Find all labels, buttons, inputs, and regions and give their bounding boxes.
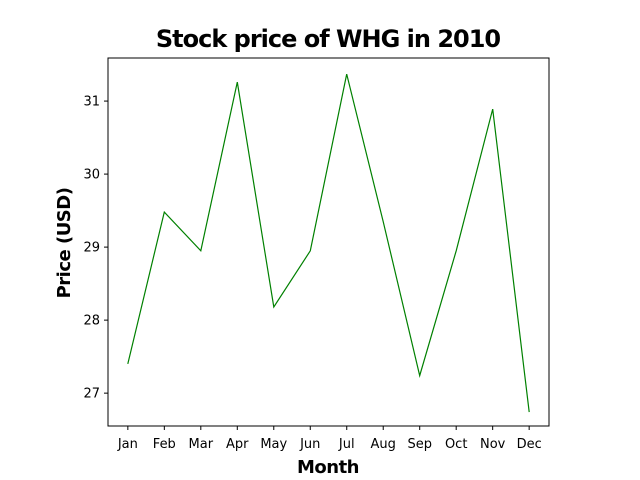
- series-layer: [127, 73, 530, 413]
- data-point: [273, 306, 274, 307]
- y-axis: 27 28 29 30 31: [83, 95, 108, 402]
- data-point: [456, 250, 457, 251]
- x-tick-label: Dec: [517, 437, 542, 452]
- y-tick-label: 27: [83, 387, 100, 402]
- data-point: [164, 211, 165, 212]
- series-line: [127, 73, 530, 413]
- chart-title: Stock price of WHG in 2010: [156, 25, 501, 53]
- x-tick-label: Sep: [407, 437, 432, 452]
- data-point: [127, 363, 128, 364]
- y-tick-label: 30: [83, 168, 100, 183]
- data-point: [310, 250, 311, 251]
- data-point: [200, 250, 201, 251]
- y-tick-label: 28: [83, 314, 100, 329]
- x-axis-title: Month: [297, 457, 359, 478]
- x-axis: Jan Feb Mar Apr May Jun Jul Aug Sep Oct Nov Dec: [117, 426, 542, 452]
- x-tick-label: May: [260, 437, 287, 452]
- x-tick-label: Jan: [117, 437, 138, 452]
- x-tick-label: Jul: [338, 437, 355, 452]
- x-tick-label: Apr: [226, 437, 249, 452]
- plot-area: [107, 57, 550, 427]
- y-tick-label: 31: [83, 95, 100, 110]
- x-tick-label: Oct: [445, 437, 467, 452]
- data-point: [529, 412, 530, 413]
- data-point: [419, 375, 420, 376]
- y-axis-title: Price (USD): [54, 188, 75, 299]
- data-point: [346, 73, 347, 74]
- data-point: [237, 81, 238, 82]
- data-point: [383, 221, 384, 222]
- x-tick-label: Jun: [299, 437, 320, 452]
- x-tick-label: Feb: [153, 437, 176, 452]
- x-tick-label: Nov: [480, 437, 506, 452]
- y-tick-label: 29: [83, 241, 100, 256]
- data-point: [492, 109, 493, 110]
- x-tick-label: Aug: [371, 437, 396, 452]
- x-tick-label: Mar: [189, 437, 214, 452]
